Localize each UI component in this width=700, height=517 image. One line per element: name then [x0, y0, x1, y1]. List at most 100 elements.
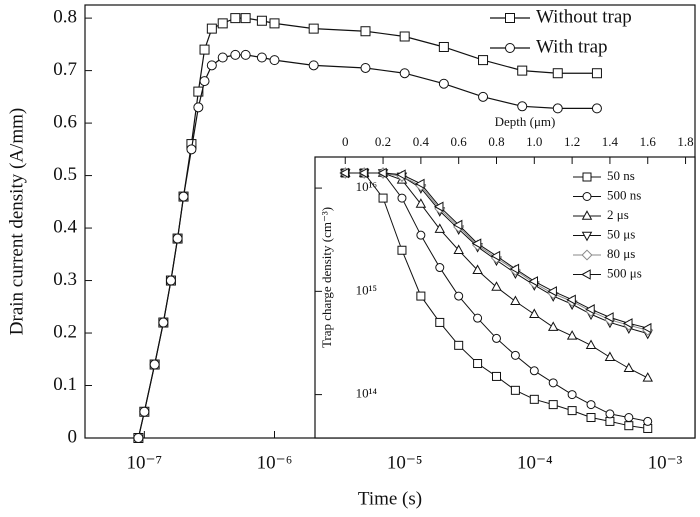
marker	[605, 409, 615, 419]
y-tick-label: 0.3	[53, 269, 77, 290]
x-axis-label: Depth (μm)	[495, 114, 556, 129]
marker	[586, 400, 596, 410]
marker	[473, 359, 483, 369]
marker	[581, 249, 593, 261]
x-tick-label: 0	[342, 134, 349, 149]
marker	[452, 219, 463, 231]
y-tick-label: 0.5	[53, 164, 77, 185]
y-tick-label: 10¹⁴	[356, 386, 378, 401]
marker	[624, 421, 634, 431]
marker	[585, 304, 595, 315]
marker	[472, 264, 483, 274]
y-tick-label: 0.1	[53, 374, 77, 395]
marker	[552, 68, 563, 79]
x-tick-label: 10⁻⁷	[127, 452, 163, 473]
marker	[623, 362, 635, 372]
marker	[605, 416, 615, 426]
marker	[172, 233, 183, 244]
y-tick-label: 0.6	[53, 111, 77, 132]
y-tick-label: 10¹⁵	[356, 282, 377, 297]
marker	[378, 193, 388, 203]
marker	[529, 308, 540, 318]
marker	[567, 406, 577, 416]
legend-label: 2 μs	[607, 207, 629, 222]
marker	[591, 103, 602, 114]
marker	[473, 313, 483, 323]
marker	[582, 192, 592, 201]
marker	[230, 13, 241, 24]
inset-frame	[314, 156, 696, 439]
marker	[416, 230, 426, 240]
legend-label: 50 ns	[607, 168, 635, 183]
marker	[269, 55, 280, 66]
marker	[377, 167, 387, 179]
x-tick-label: 1.0	[526, 134, 542, 149]
y-tick-label: 0	[68, 426, 78, 447]
x-tick-label: 0.4	[413, 134, 430, 149]
marker	[397, 193, 407, 203]
y-tick-label: 0.4	[53, 216, 77, 237]
marker	[230, 49, 241, 60]
marker	[199, 44, 210, 55]
marker	[396, 169, 406, 180]
marker	[566, 294, 576, 305]
marker	[415, 198, 427, 208]
x-tick-label: 1.4	[602, 134, 619, 149]
x-tick-label: 0.8	[488, 134, 504, 149]
x-tick-label: 0.2	[375, 134, 391, 149]
marker	[139, 406, 150, 417]
marker	[581, 210, 593, 220]
marker	[505, 43, 515, 53]
marker	[415, 178, 425, 190]
marker	[585, 339, 597, 350]
marker	[491, 371, 501, 381]
marker	[548, 378, 558, 388]
marker	[178, 191, 189, 202]
marker	[547, 321, 559, 331]
marker	[158, 317, 169, 328]
marker	[256, 52, 267, 63]
marker	[478, 91, 489, 102]
x-tick-label: 1.6	[640, 134, 657, 149]
marker	[478, 55, 489, 66]
legend-label: 80 μs	[607, 246, 635, 261]
marker	[435, 263, 445, 273]
x-tick-label: 0.6	[451, 134, 468, 149]
marker	[360, 62, 371, 73]
x-tick-label: 10⁻⁴	[517, 452, 553, 473]
legend-label: Without trap	[536, 6, 632, 27]
marker	[548, 400, 558, 410]
y-tick-label: 0.2	[53, 321, 77, 342]
marker	[206, 23, 217, 34]
marker	[454, 340, 464, 350]
legend-label: 500 μs	[607, 265, 642, 280]
marker	[433, 201, 444, 212]
marker	[490, 250, 501, 262]
marker	[399, 68, 410, 79]
marker	[567, 390, 577, 400]
marker	[256, 15, 267, 26]
marker	[643, 416, 653, 426]
y-axis-label: Trap charge density (cm⁻³)	[319, 207, 334, 348]
marker	[217, 18, 228, 29]
marker	[641, 322, 652, 334]
marker	[510, 295, 521, 306]
marker	[186, 144, 197, 155]
marker	[240, 13, 251, 24]
marker	[510, 385, 520, 395]
marker	[435, 317, 445, 327]
y-tick-label: 0.7	[53, 59, 77, 80]
marker	[491, 281, 502, 291]
marker	[360, 26, 371, 37]
series-line	[137, 54, 597, 439]
marker	[199, 76, 210, 87]
marker	[591, 68, 602, 79]
marker	[193, 102, 204, 113]
marker	[308, 23, 319, 34]
marker	[566, 330, 578, 340]
x-tick-label: 10⁻⁵	[387, 452, 423, 473]
marker	[471, 238, 482, 249]
marker	[358, 167, 368, 179]
marker	[604, 312, 614, 323]
